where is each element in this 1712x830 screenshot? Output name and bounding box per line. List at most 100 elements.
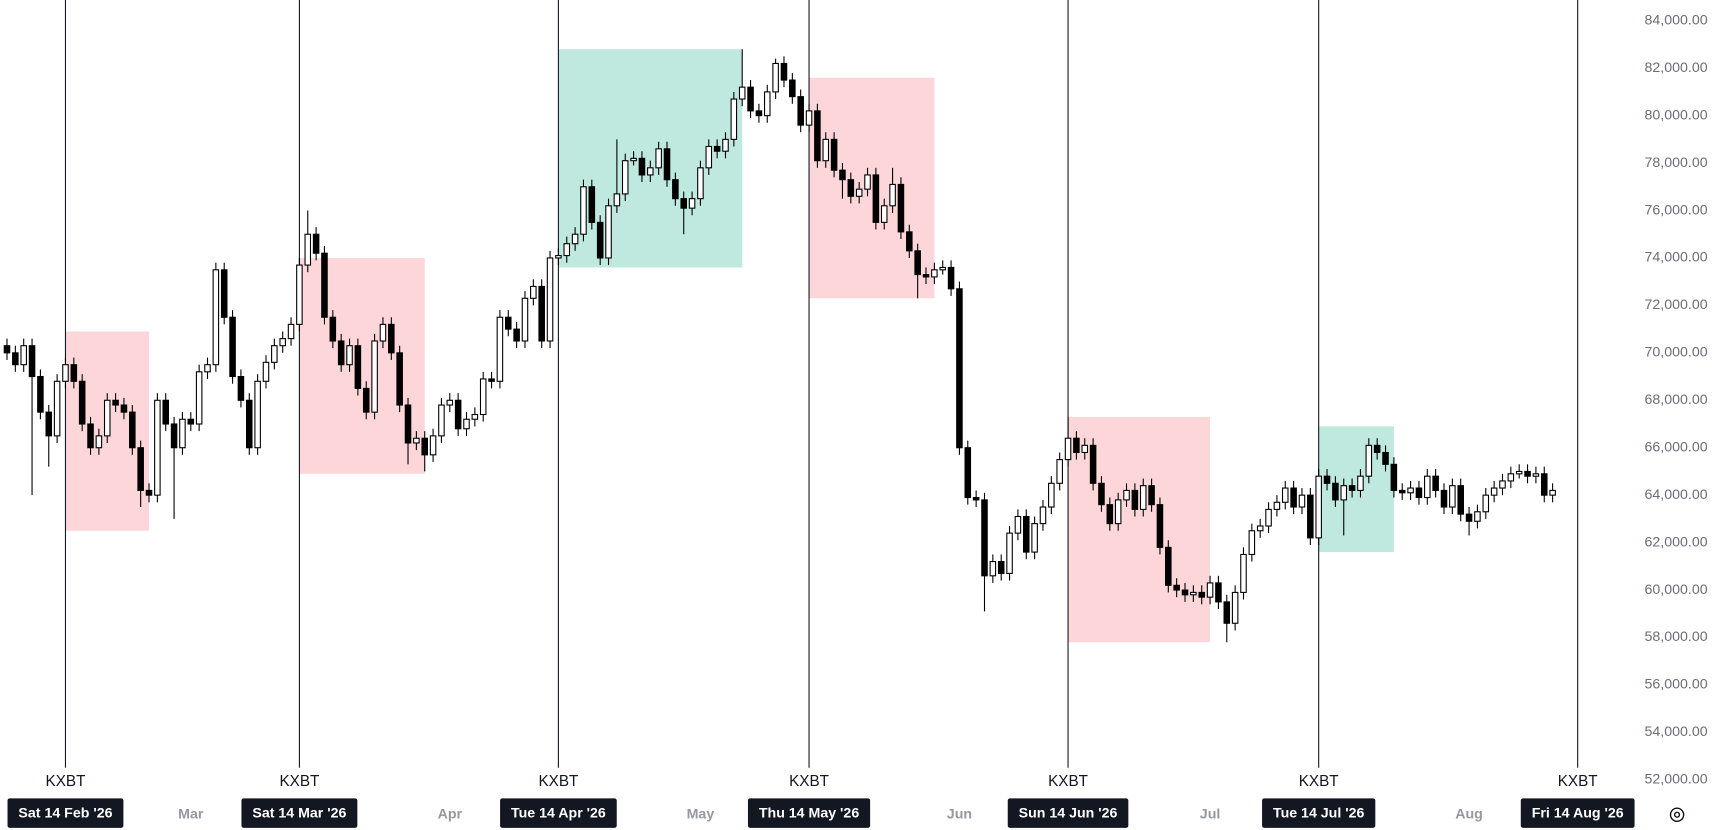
candle-body (956, 288, 963, 449)
candle-body (204, 364, 211, 373)
x-tick-label: Jun (947, 806, 972, 822)
candle-body (596, 221, 604, 259)
candle-body (413, 437, 420, 444)
candle-body (78, 380, 86, 425)
candle-body (1382, 451, 1389, 465)
date-box (1262, 798, 1376, 828)
zones (65, 49, 1394, 643)
candle-body (1273, 501, 1281, 510)
candle-body (129, 411, 136, 449)
candle-body (145, 489, 153, 496)
candle-body (371, 340, 378, 413)
candle-body (1507, 473, 1515, 482)
candle-body (1307, 494, 1314, 539)
axes: 52,000.00 54,000.00 56,000.00 58,000.00 60,0… (7, 13, 1708, 828)
y-tick-label: 84,000.00 (1645, 13, 1708, 29)
candle-body (379, 323, 387, 342)
candle-body (1223, 601, 1231, 624)
candle-body (889, 183, 896, 207)
candle-body (179, 418, 186, 449)
candle-body (229, 316, 236, 378)
candle-body (789, 79, 796, 98)
candle-body (847, 179, 855, 197)
candle-body (688, 198, 696, 209)
candle-body (538, 285, 545, 342)
candle-body (1148, 485, 1155, 506)
settings-icon-center (1673, 811, 1681, 818)
candle-body (346, 345, 353, 366)
candle-body (855, 188, 863, 197)
candle-body (53, 380, 61, 437)
candle-body (621, 160, 629, 195)
candle-body (112, 399, 119, 406)
candle-body (872, 174, 880, 223)
candle-body (237, 376, 245, 401)
candle-body (438, 404, 445, 437)
candle-body (1248, 530, 1256, 556)
candle-body (504, 316, 512, 330)
candle-body (1465, 513, 1473, 522)
candle-body (747, 86, 754, 112)
candle-body (87, 423, 94, 449)
candle-body (421, 437, 428, 456)
candle-body (463, 418, 470, 430)
candle-body (154, 399, 161, 496)
candle-body (1407, 487, 1414, 494)
candle-body (705, 145, 713, 169)
candle-body (1039, 506, 1047, 525)
candle-body (630, 157, 637, 162)
candle-body (1532, 473, 1540, 477)
candle-body (730, 98, 738, 140)
candle-body (780, 62, 788, 81)
candle-body (1022, 515, 1030, 553)
candle-body (137, 447, 144, 491)
settings-icon-ring (1669, 807, 1685, 822)
x-tick-label: Mar (178, 806, 204, 822)
x-tick-label: Jul (1200, 806, 1220, 822)
candle-body (1206, 582, 1214, 598)
candle-body (1357, 475, 1364, 491)
candle-body (1332, 482, 1339, 501)
candle-body (287, 323, 295, 340)
candle-body (839, 169, 846, 181)
x-tick-label: Tue 14 Apr '26 (511, 805, 606, 821)
candle-body (922, 274, 930, 278)
candle-body (1031, 523, 1038, 553)
candle-body (1165, 546, 1172, 586)
candle-body (1198, 591, 1205, 598)
candle-body (947, 266, 955, 290)
candle-body (1373, 444, 1381, 454)
x-tick-label: Sat 14 Mar '26 (252, 805, 346, 821)
candle-body (220, 269, 228, 318)
candle-body (1256, 525, 1264, 532)
x-tick-label: Sat 14 Feb '26 (18, 805, 112, 821)
candle-body (296, 264, 303, 325)
candle-body (1098, 482, 1105, 506)
line-label: KXBT (46, 773, 86, 790)
candle-body (1181, 589, 1189, 596)
candle-body (588, 186, 596, 223)
candle-body (70, 364, 78, 382)
candle-body (1139, 485, 1147, 510)
candle-body (763, 91, 771, 117)
candle-body (329, 316, 337, 342)
candle-body (964, 447, 972, 499)
candle-body (605, 205, 612, 259)
candle-body (1415, 487, 1423, 499)
candle-body (1449, 485, 1456, 508)
candle-body (663, 148, 671, 181)
candle-body (1315, 475, 1322, 539)
candle-body (12, 352, 19, 366)
y-tick-label: 64,000.00 (1645, 487, 1708, 503)
candle-body (680, 198, 687, 209)
candle-body (563, 243, 571, 257)
settings-icon[interactable] (1669, 807, 1685, 822)
y-tick-label: 70,000.00 (1645, 345, 1708, 361)
candle-body (1424, 475, 1431, 499)
candle-body (1215, 582, 1222, 603)
candle-body (1081, 444, 1089, 454)
candle-body (672, 179, 679, 200)
candle-body (1156, 504, 1164, 548)
x-tick-label: Sun 14 Jun '26 (1019, 805, 1118, 821)
candle-body (1524, 470, 1531, 477)
